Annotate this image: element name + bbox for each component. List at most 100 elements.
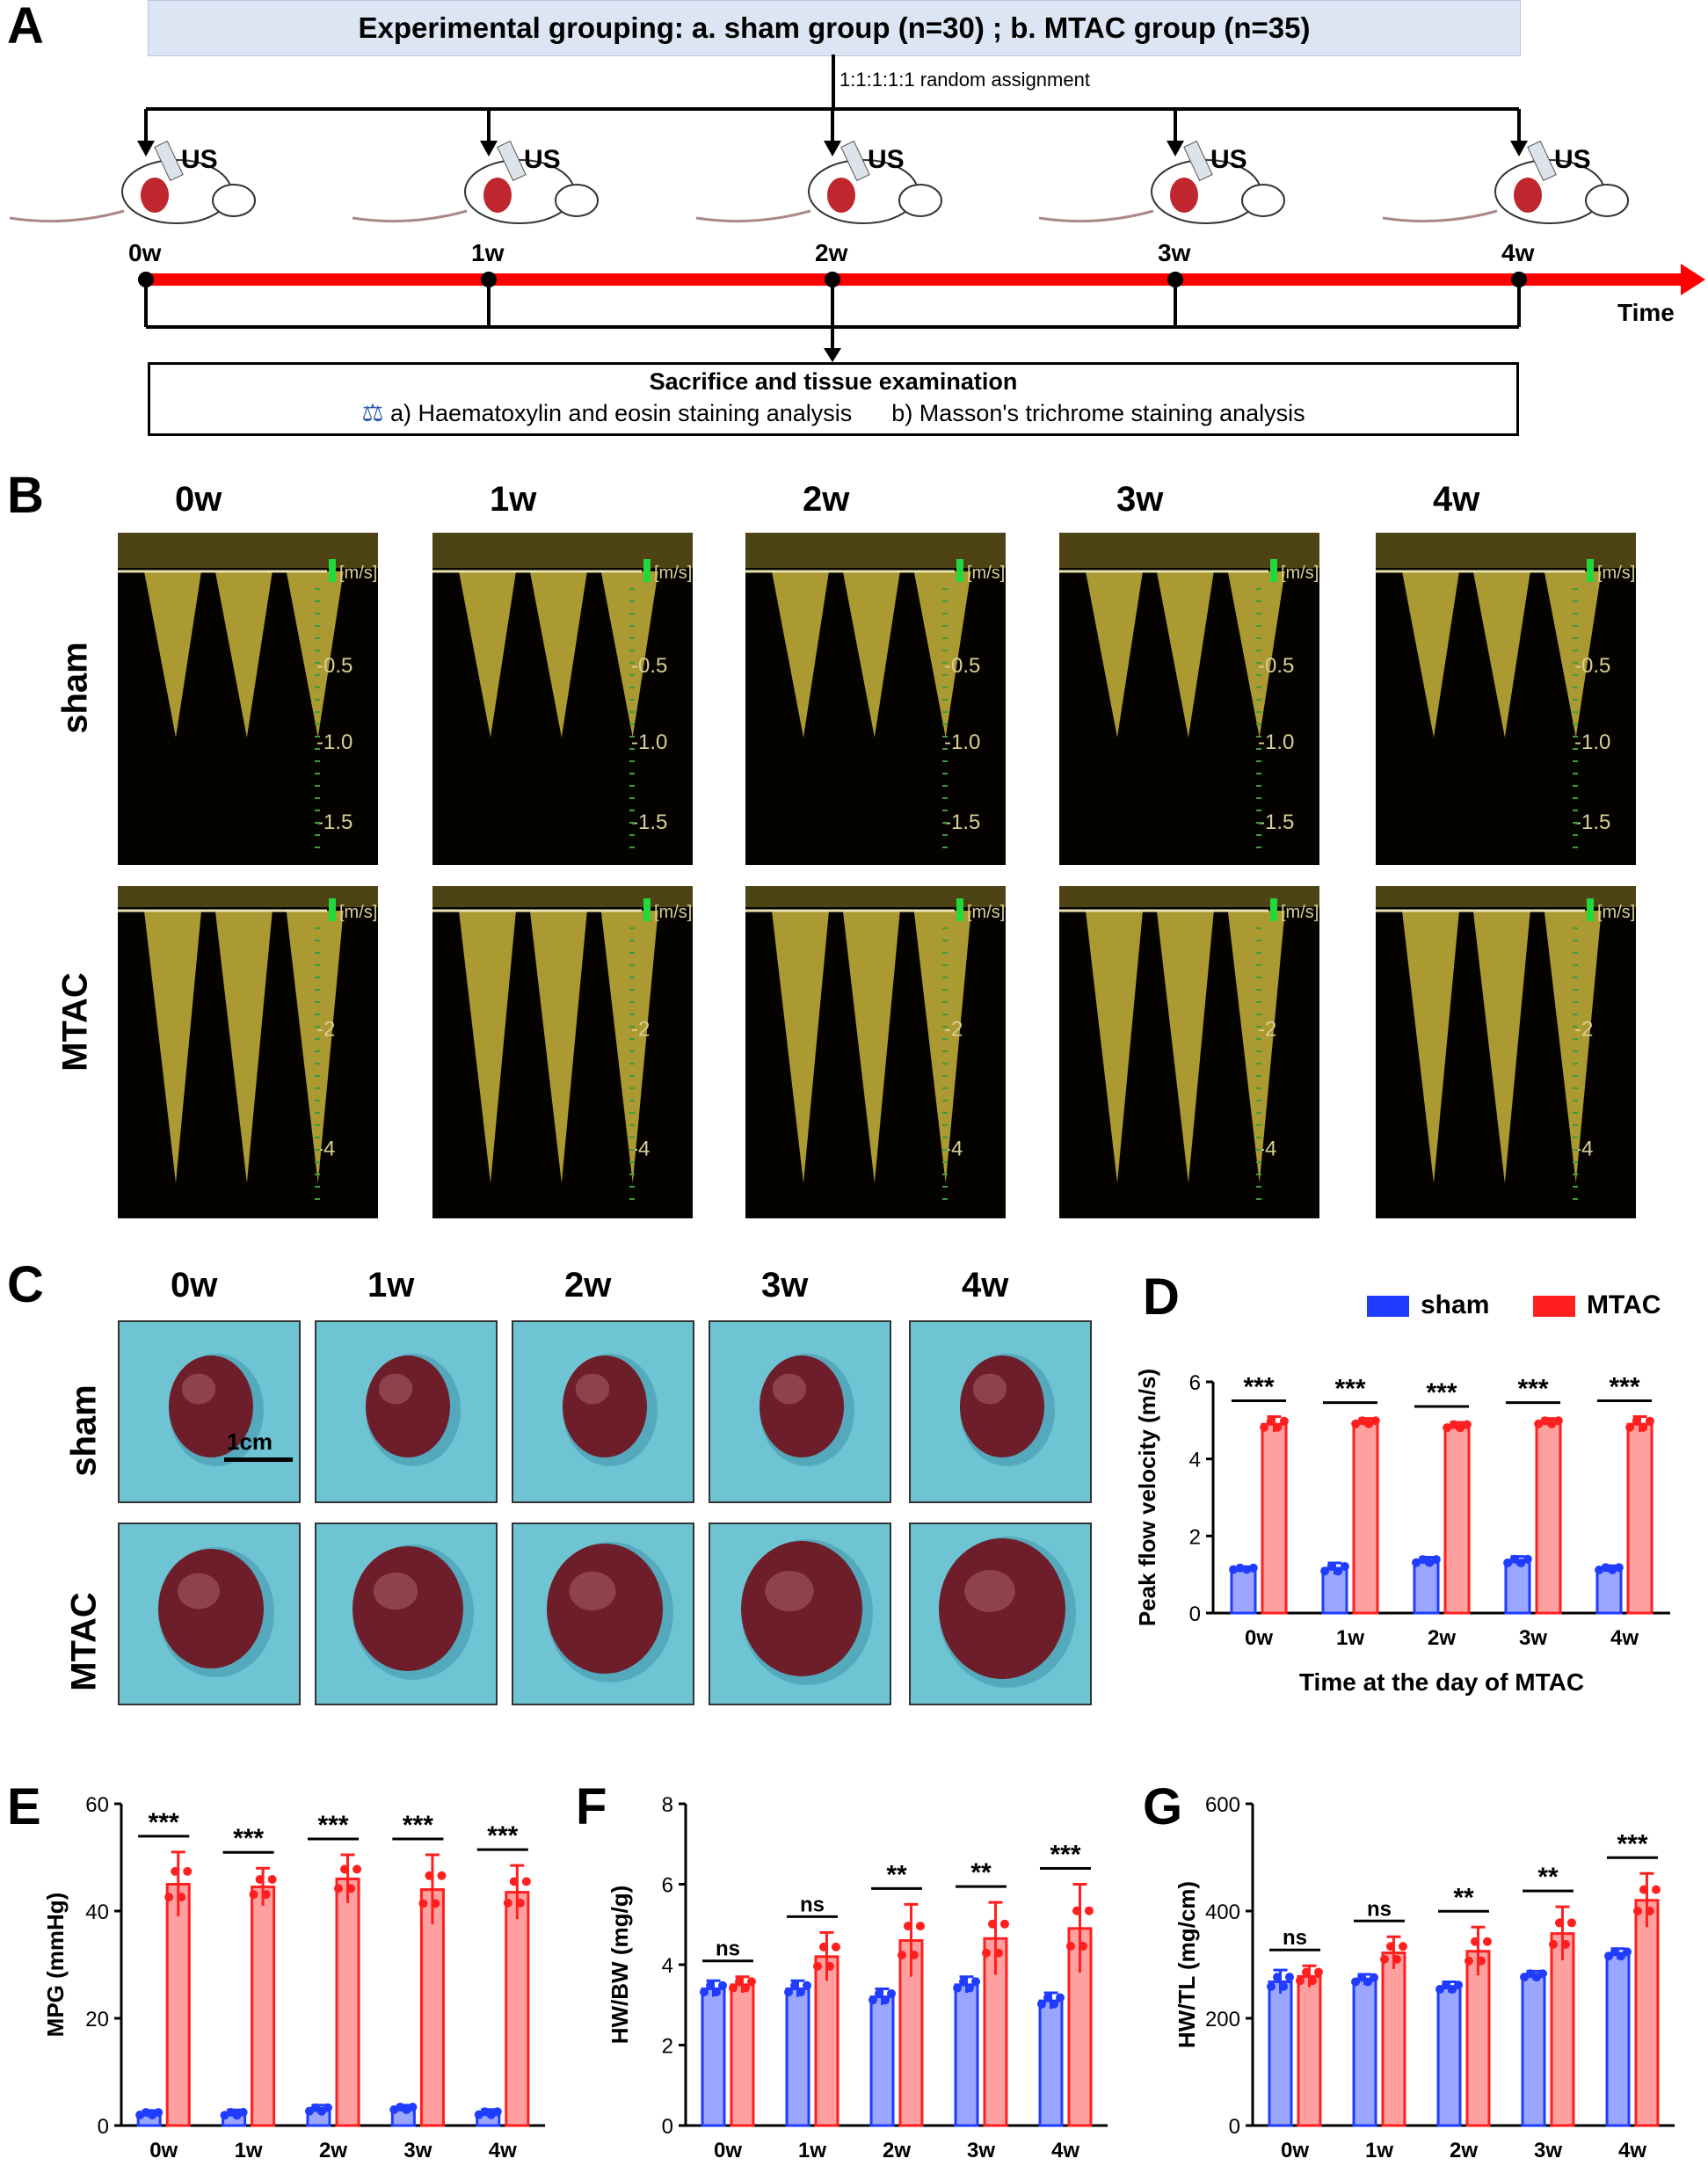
data-point — [915, 1922, 925, 1931]
data-point — [869, 1995, 878, 2005]
data-point — [1392, 1954, 1401, 1964]
doppler-mtac-1: [m/s] -2 -4 — [432, 886, 693, 1218]
scale-marker — [1587, 559, 1594, 582]
panel-letter-g: G — [1143, 1778, 1183, 1835]
doppler-sham-1: [m/s] -0.5 -1.0 -1.5 — [432, 533, 693, 865]
y-tick-label: 0 — [98, 2115, 109, 2139]
bar-sham — [954, 1983, 979, 2127]
x-tick-label: 0w — [714, 2139, 742, 2162]
data-point — [909, 1951, 919, 1960]
us-label: US — [868, 145, 905, 174]
bar-sham — [1504, 1559, 1531, 1615]
data-point — [981, 1948, 991, 1958]
data-point — [1351, 1419, 1361, 1428]
scale-marker — [643, 559, 650, 582]
data-point — [1476, 1956, 1486, 1966]
data-point — [509, 1877, 519, 1886]
data-point — [1623, 1947, 1632, 1957]
probe-icon — [154, 140, 184, 182]
velocity-tick-label: -4 — [944, 1137, 963, 1161]
timepoint-label-2w: 2w — [815, 239, 848, 266]
data-point — [1554, 1918, 1564, 1928]
legend-swatch-mtac — [1533, 1296, 1575, 1317]
data-point — [987, 1919, 997, 1929]
significance-label: ** — [970, 1858, 992, 1887]
bar-MTAC — [1443, 1424, 1471, 1615]
velocity-tick-label: -4 — [1574, 1137, 1593, 1161]
doppler-mtac-3: [m/s] -2 -4 — [1059, 886, 1319, 1218]
data-point — [965, 1983, 975, 1993]
heart-photo-mtac-2 — [512, 1523, 694, 1705]
sacrifice-title: Sacrifice and tissue examination — [649, 368, 1018, 395]
scale-marker — [643, 898, 650, 921]
x-tick-label: 1w — [1336, 1626, 1364, 1650]
velocity-waveform — [529, 571, 587, 738]
data-point — [1357, 1416, 1367, 1426]
velocity-tick-label: -1.5 — [1258, 810, 1294, 834]
velocity-tick-label: -0.5 — [1574, 654, 1610, 678]
data-point — [825, 1961, 834, 1971]
velocity-waveform — [459, 911, 516, 1183]
data-point — [1279, 1981, 1289, 1991]
column-label-b-3w: 3w — [1116, 480, 1164, 519]
velocity-waveform — [842, 571, 900, 738]
chart-D: 0 2 4 6 *** 0w *** 1w *** 2w *** 3w *** 4w Time at the… — [1134, 1369, 1670, 1696]
scale-bar-label: 1cm — [227, 1428, 273, 1455]
x-tick-label: 3w — [1534, 2139, 1562, 2162]
bar-MTAC — [1626, 1422, 1653, 1615]
data-point — [1553, 1416, 1563, 1426]
data-point — [1462, 1420, 1472, 1429]
significance-label: *** — [1334, 1375, 1365, 1404]
x-tick-label: 4w — [1618, 2139, 1646, 2162]
mouse-icon — [1382, 140, 1629, 224]
y-tick-label: 40 — [85, 1900, 109, 1924]
velocity-tick-label: -1.0 — [1258, 730, 1294, 754]
velocity-waveform — [1156, 571, 1214, 738]
us-arrows — [137, 109, 1528, 156]
column-label-c-2w: 2w — [564, 1266, 612, 1305]
data-point — [1431, 1555, 1441, 1565]
data-point — [1538, 1969, 1548, 1979]
data-point — [903, 1922, 912, 1931]
velocity-tick-label: -1.0 — [631, 730, 667, 754]
bar-sham — [1595, 1567, 1623, 1615]
down-arrow-icon — [824, 348, 841, 362]
y-tick-label: 200 — [1205, 2008, 1240, 2031]
data-point — [1540, 1416, 1550, 1426]
data-point — [1379, 1954, 1389, 1964]
velocity-tick-label: -0.5 — [316, 654, 353, 678]
grouping-header: Experimental grouping: a. sham group (n=… — [148, 0, 1521, 56]
bar-MTAC — [1550, 1932, 1575, 2127]
data-point — [492, 2107, 502, 2117]
data-point — [1065, 1941, 1075, 1951]
bar-MTAC — [1352, 1421, 1379, 1615]
probe-icon — [1183, 140, 1213, 182]
x-tick-label: 1w — [798, 2139, 826, 2162]
x-tick-label: 0w — [1281, 2139, 1309, 2162]
doppler-sham-2: [m/s] -0.5 -1.0 -1.5 — [745, 533, 1006, 865]
significance-label: ns — [1367, 1897, 1392, 1921]
data-point — [831, 1942, 840, 1951]
data-point — [1295, 1976, 1305, 1986]
bar-MTAC — [1535, 1421, 1562, 1615]
column-label-c-4w: 4w — [962, 1266, 1009, 1305]
velocity-waveform — [1402, 911, 1459, 1183]
y-tick-label: 4 — [1189, 1449, 1201, 1472]
data-point — [1078, 1941, 1087, 1951]
velocity-waveform — [1227, 911, 1285, 1183]
y-tick-label: 0 — [1189, 1602, 1201, 1626]
bar-MTAC — [165, 1883, 191, 2127]
bar-sham — [1321, 1567, 1348, 1615]
velocity-tick-label: -1.0 — [316, 730, 353, 754]
data-point — [1357, 1973, 1367, 1982]
column-label-b-4w: 4w — [1433, 480, 1480, 519]
bar-sham — [785, 1987, 810, 2127]
velocity-waveform — [772, 571, 829, 738]
method-a: a) Haematoxylin and eosin staining analy… — [389, 400, 853, 426]
significance-label: *** — [1609, 1372, 1639, 1401]
y-tick-label: 0 — [1229, 2115, 1240, 2139]
us-label: US — [1210, 145, 1247, 174]
data-point — [812, 1961, 822, 1971]
panel-letter-a: A — [7, 0, 44, 55]
data-point — [700, 1988, 709, 1997]
